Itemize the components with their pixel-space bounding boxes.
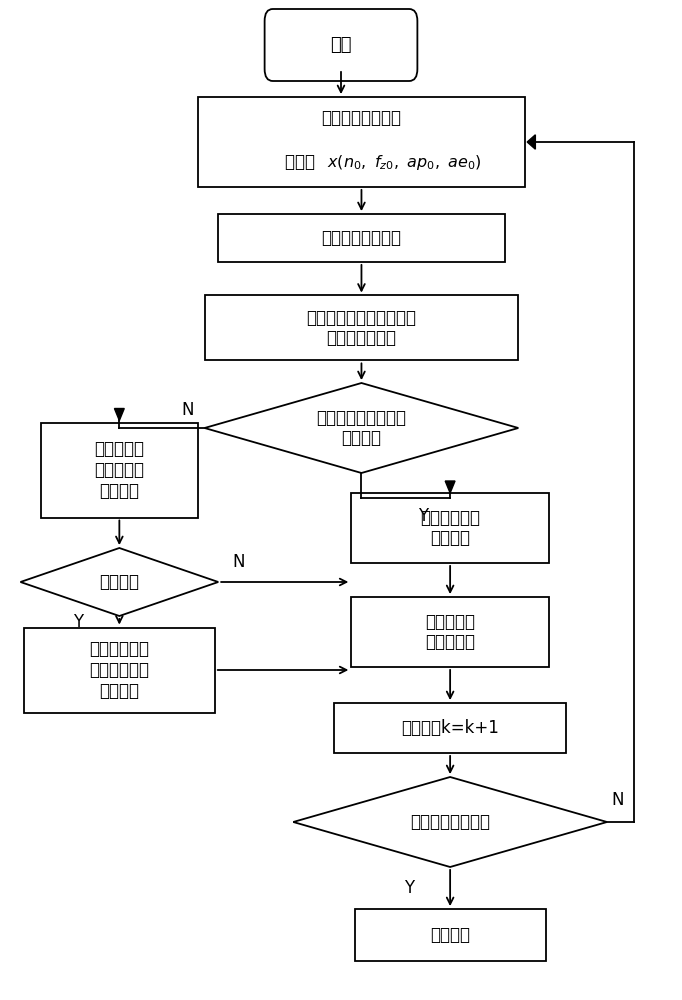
Text: $x(n_0,\ f_{z0},\ ap_0,\ ae_0)$: $x(n_0,\ f_{z0},\ ap_0,\ ae_0)$ bbox=[327, 152, 482, 172]
Text: N: N bbox=[181, 401, 194, 419]
FancyBboxPatch shape bbox=[265, 9, 417, 81]
Polygon shape bbox=[293, 777, 607, 867]
Text: 迭代次数k=k+1: 迭代次数k=k+1 bbox=[401, 719, 499, 737]
Bar bbox=[334, 703, 566, 753]
Text: 从领域产生候选解，并分
别与当前解比较: 从领域产生候选解，并分 别与当前解比较 bbox=[306, 309, 417, 347]
Text: 由当前解划分领域: 由当前解划分领域 bbox=[321, 229, 402, 247]
Polygon shape bbox=[115, 408, 124, 420]
Text: N: N bbox=[611, 791, 623, 809]
Text: Y: Y bbox=[404, 879, 414, 897]
Polygon shape bbox=[20, 548, 218, 616]
Bar bbox=[351, 493, 549, 563]
Text: 更新非劣解
集、禁忌表: 更新非劣解 集、禁忌表 bbox=[425, 613, 475, 651]
Text: 候选解优于非劣解集
中所有解: 候选解优于非劣解集 中所有解 bbox=[316, 409, 406, 447]
Polygon shape bbox=[445, 481, 455, 493]
Text: 是否禁忌: 是否禁忌 bbox=[100, 573, 139, 591]
Text: N: N bbox=[233, 553, 245, 571]
Text: 是否满足停止准则: 是否满足停止准则 bbox=[410, 813, 490, 831]
Bar bbox=[351, 597, 549, 667]
Text: Y: Y bbox=[74, 613, 83, 631]
Text: Y: Y bbox=[418, 507, 428, 525]
Bar bbox=[355, 909, 546, 961]
Bar bbox=[205, 295, 518, 360]
Text: 将其作为下一
代当前解: 将其作为下一 代当前解 bbox=[420, 509, 480, 547]
Bar bbox=[218, 214, 505, 262]
Text: 选取与非劣
解集无支配
关系的解: 选取与非劣 解集无支配 关系的解 bbox=[94, 440, 145, 500]
Bar bbox=[24, 628, 215, 712]
Text: 候选解中选另
一较优的解作
为当前解: 候选解中选另 一较优的解作 为当前解 bbox=[89, 640, 149, 700]
Text: 初始化算法参数、: 初始化算法参数、 bbox=[321, 109, 402, 127]
Polygon shape bbox=[205, 383, 518, 473]
Text: 开始: 开始 bbox=[330, 36, 352, 54]
Polygon shape bbox=[527, 135, 535, 149]
Text: 输出结果: 输出结果 bbox=[430, 926, 470, 944]
Bar bbox=[198, 97, 525, 187]
Bar bbox=[41, 422, 198, 518]
Text: 当前解: 当前解 bbox=[285, 153, 321, 171]
